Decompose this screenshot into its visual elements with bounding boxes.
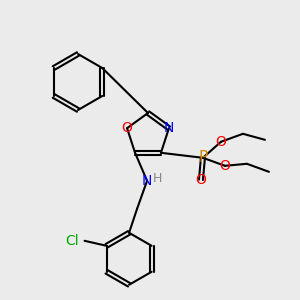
Text: O: O xyxy=(122,121,133,135)
Text: O: O xyxy=(215,135,226,149)
Text: Cl: Cl xyxy=(66,234,80,248)
Text: O: O xyxy=(220,159,230,173)
Text: O: O xyxy=(196,173,206,187)
Text: H: H xyxy=(152,172,162,185)
Text: N: N xyxy=(142,174,152,188)
Text: P: P xyxy=(198,150,208,165)
Text: N: N xyxy=(164,121,174,135)
